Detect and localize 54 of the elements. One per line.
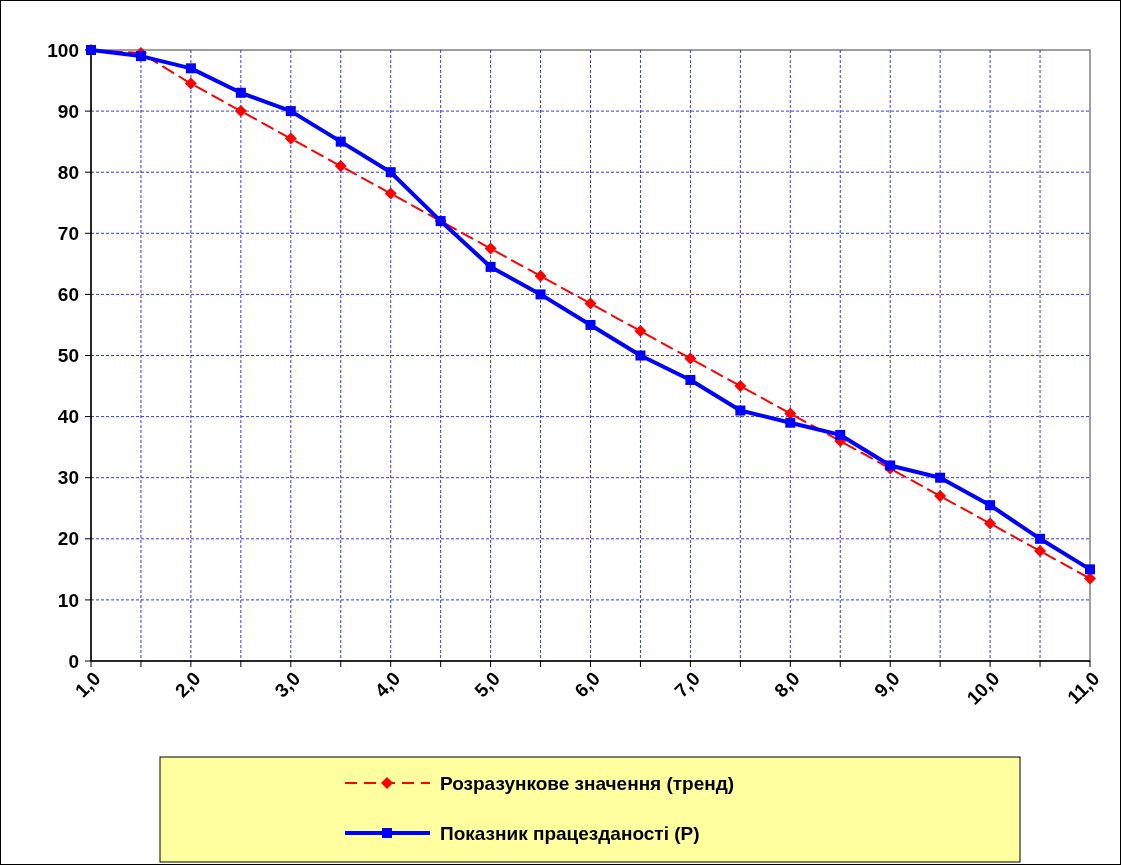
point <box>684 352 697 365</box>
point <box>635 350 646 361</box>
point <box>984 517 997 530</box>
point <box>534 270 547 283</box>
x-tick-label: 7,0 <box>670 667 704 702</box>
point <box>934 490 947 503</box>
point <box>985 500 996 511</box>
point <box>135 51 146 62</box>
x-tick-label: 11,0 <box>1063 667 1104 708</box>
point <box>235 87 246 98</box>
y-tick-label: 60 <box>57 284 79 306</box>
y-tick-label: 50 <box>57 345 79 367</box>
x-tick-label: 3,0 <box>270 667 305 702</box>
point <box>685 374 696 385</box>
y-tick-label: 70 <box>57 222 79 244</box>
point <box>785 417 796 428</box>
point <box>735 405 746 416</box>
point <box>484 242 497 255</box>
y-tick-label: 10 <box>57 589 79 611</box>
point <box>535 289 546 300</box>
point <box>584 297 597 310</box>
y-tick-label: 20 <box>57 528 79 550</box>
x-tick-label: 8,0 <box>770 667 804 702</box>
x-tick-label: 4,0 <box>370 667 405 702</box>
y-tick-label: 80 <box>57 161 79 183</box>
legend-label: Розразункове значення (тренд) <box>440 772 735 794</box>
point <box>384 187 397 200</box>
y-tick-label: 100 <box>47 39 79 61</box>
point <box>385 167 396 178</box>
point <box>1034 545 1047 558</box>
point <box>1085 564 1095 575</box>
point <box>585 319 596 330</box>
x-tick-label: 9,0 <box>870 667 904 702</box>
point <box>835 429 846 440</box>
point <box>335 136 346 147</box>
point <box>184 77 197 90</box>
x-tick-label: 6,0 <box>570 667 605 702</box>
point <box>734 380 747 393</box>
point <box>185 63 196 74</box>
point <box>285 106 296 117</box>
point <box>935 472 946 483</box>
y-tick-label: 90 <box>57 100 79 122</box>
point <box>885 460 896 471</box>
point <box>1035 533 1046 544</box>
point <box>334 160 347 173</box>
x-tick-label: 5,0 <box>470 667 505 702</box>
x-tick-label: 2,0 <box>170 667 205 702</box>
point <box>284 132 297 145</box>
point <box>485 261 496 272</box>
point <box>234 105 247 118</box>
y-tick-label: 40 <box>57 406 79 428</box>
legend-label: Показник працезданості (Р) <box>440 822 700 844</box>
point <box>634 325 647 338</box>
y-tick-label: 30 <box>57 467 79 489</box>
